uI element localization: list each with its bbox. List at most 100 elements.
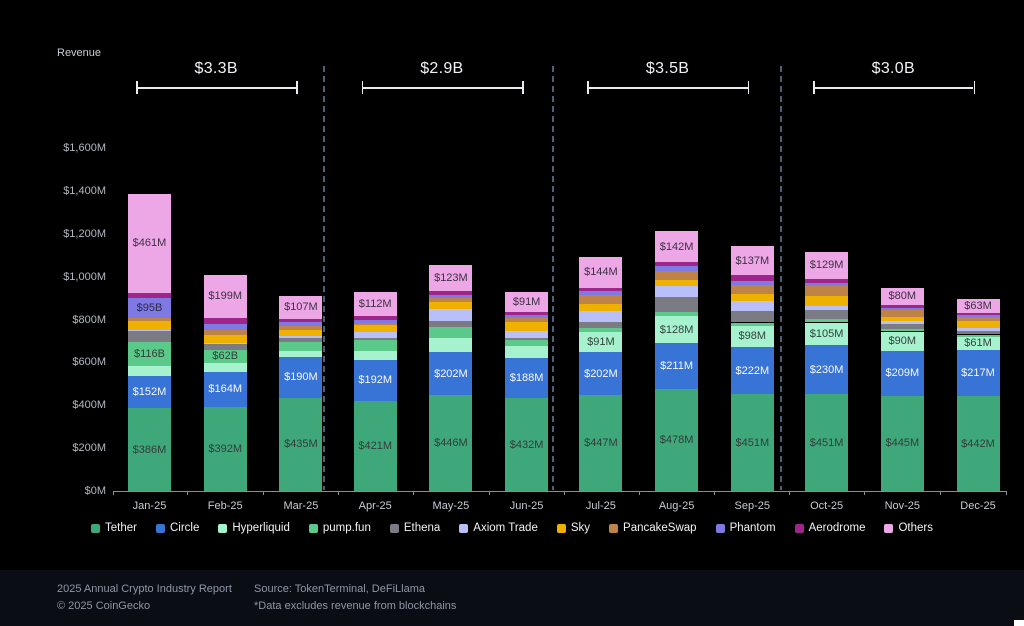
y-tick-label: $800M xyxy=(72,313,106,326)
bar-segment-hyperliquid: $128M xyxy=(655,315,699,344)
bar-segment-pump-fun xyxy=(956,334,1000,337)
x-axis-tick xyxy=(638,491,640,495)
x-tick-label: Nov-25 xyxy=(884,500,921,512)
x-axis-tick xyxy=(338,491,340,495)
bar-segment-pancakeswap xyxy=(429,298,473,303)
legend-label: pump.fun xyxy=(322,522,371,534)
bar-segment-phantom: $95B xyxy=(128,297,171,319)
x-tick-label: Oct-25 xyxy=(810,500,844,512)
bar-segment-sky xyxy=(505,321,549,332)
quarter-bracket-cap xyxy=(747,81,750,94)
segment-value-label: $123M xyxy=(434,272,468,285)
legend-item: Sky xyxy=(556,522,591,535)
chart-area: $0M $200M $400M $600M $800M $1,000M $1,200M $1,… xyxy=(63,60,1007,512)
bar-segment-hyperliquid xyxy=(429,338,473,353)
quarter-bracket-cap xyxy=(361,81,364,94)
bar-segment-hyperliquid xyxy=(279,351,323,357)
y-tick-label: $400M xyxy=(72,399,106,412)
segment-value-label: $230M xyxy=(809,363,844,376)
bar-segment-ethena xyxy=(579,321,623,329)
bar-segment-phantom xyxy=(956,315,1000,318)
bar-segment-sky xyxy=(429,302,473,309)
bar-segment-others: $461M xyxy=(128,194,171,293)
segment-value-label: $91M xyxy=(587,336,615,349)
bar-segment-pancakeswap xyxy=(203,329,247,336)
bar-segment-aerodrome xyxy=(429,291,473,296)
legend-label: Circle xyxy=(169,522,200,534)
bar-segment-sky xyxy=(203,335,247,344)
y-tick-label: $1,600M xyxy=(63,142,106,154)
segment-value-label: $61M xyxy=(964,337,992,350)
segment-value-label: $142M xyxy=(659,240,694,253)
y-tick-label: $0M xyxy=(84,485,106,497)
bar-segment-pump-fun xyxy=(805,319,849,323)
bar-segment-others: $107M xyxy=(279,295,323,319)
bar-segment-tether: $451M xyxy=(805,394,849,491)
bar-segment-pancakeswap xyxy=(579,294,623,305)
bar-segment-hyperliquid: $90M xyxy=(880,331,924,351)
bar-segment-hyperliquid: $61M xyxy=(956,336,1000,350)
segment-value-label: $190M xyxy=(284,371,318,384)
bar-segment-circle: $230M xyxy=(805,345,849,395)
bar-segment-pancakeswap xyxy=(279,325,323,331)
quarter-total-label: $2.9B xyxy=(420,60,464,77)
bar-segment-ethena xyxy=(429,321,473,328)
bar-segment-pump-fun xyxy=(279,342,323,352)
legend-label: Sky xyxy=(570,522,591,534)
segment-value-label: $217M xyxy=(961,366,995,379)
bar-segment-pump-fun xyxy=(579,328,623,333)
bar-segment-pump-fun: $62B xyxy=(203,349,247,363)
bar-segment-tether: $392M xyxy=(203,406,247,491)
bar-segment-others: $137M xyxy=(730,245,774,276)
quarter-bracket-cap xyxy=(296,81,298,94)
bar-segment-circle: $164M xyxy=(203,371,247,407)
segment-value-label: $90M xyxy=(888,335,917,348)
screenshot-corner-artifact xyxy=(1014,620,1024,626)
chart-legend: Tether Circle Hyperliquid pump.fun Ethena Axi… xyxy=(0,522,1024,535)
bar-segment-axiom-trade xyxy=(805,306,849,310)
x-axis-tick xyxy=(113,491,114,495)
bar-segment-sky xyxy=(128,321,171,330)
bar-segment-aerodrome xyxy=(956,312,1000,316)
x-axis-tick xyxy=(488,491,490,495)
bar-segment-tether: $446M xyxy=(429,395,473,491)
bar-segment-others: $63M xyxy=(956,299,1000,313)
legend-item: Tether xyxy=(91,522,137,535)
legend-swatch-axiom-trade xyxy=(459,524,469,533)
segment-value-label: $62B xyxy=(212,350,239,363)
bar-segment-sky xyxy=(956,320,1000,329)
segment-value-label: $451M xyxy=(809,436,844,449)
quarter-bracket-cap xyxy=(522,81,524,94)
bar-segment-others: $112M xyxy=(353,292,397,317)
segment-value-label: $192M xyxy=(358,374,393,387)
segment-value-label: $188M xyxy=(509,372,544,385)
bar-segment-pump-fun xyxy=(655,311,699,316)
bar-segment-pump-fun: $116B xyxy=(128,341,171,367)
bar-segment-others: $199M xyxy=(203,275,247,318)
x-tick-label: Jan-25 xyxy=(132,500,167,512)
bar-segment-aerodrome xyxy=(730,275,774,281)
bar-segment-hyperliquid xyxy=(353,351,397,360)
bar-segment-tether: $451M xyxy=(730,394,774,491)
x-tick-label: Feb-25 xyxy=(207,500,243,512)
bar-segment-hyperliquid: $105M xyxy=(805,322,849,345)
segment-value-label: $451M xyxy=(735,436,770,449)
bar-segment-others: $129M xyxy=(805,251,849,280)
bar-segment-phantom xyxy=(805,283,849,287)
bar-segment-circle: $188M xyxy=(505,358,549,399)
legend-swatch-others xyxy=(884,524,894,533)
quarter-total-label: $3.3B xyxy=(194,60,238,77)
bar-segment-axiom-trade xyxy=(429,308,473,322)
bar-segment-aerodrome xyxy=(203,317,247,324)
segment-value-label: $63M xyxy=(964,299,992,312)
bar-segment-ethena xyxy=(353,337,397,341)
bar-segment-others: $144M xyxy=(579,256,623,288)
bar-segment-aerodrome xyxy=(128,292,171,298)
bar-segment-phantom xyxy=(655,266,699,271)
bar-segment-pump-fun xyxy=(429,327,473,339)
y-tick-label: $1,000M xyxy=(63,270,106,283)
bar-segment-sky xyxy=(805,295,849,307)
bar-segment-pump-fun xyxy=(880,328,924,332)
legend-label: Phantom xyxy=(729,522,776,534)
bar-segment-ethena xyxy=(956,331,1000,335)
